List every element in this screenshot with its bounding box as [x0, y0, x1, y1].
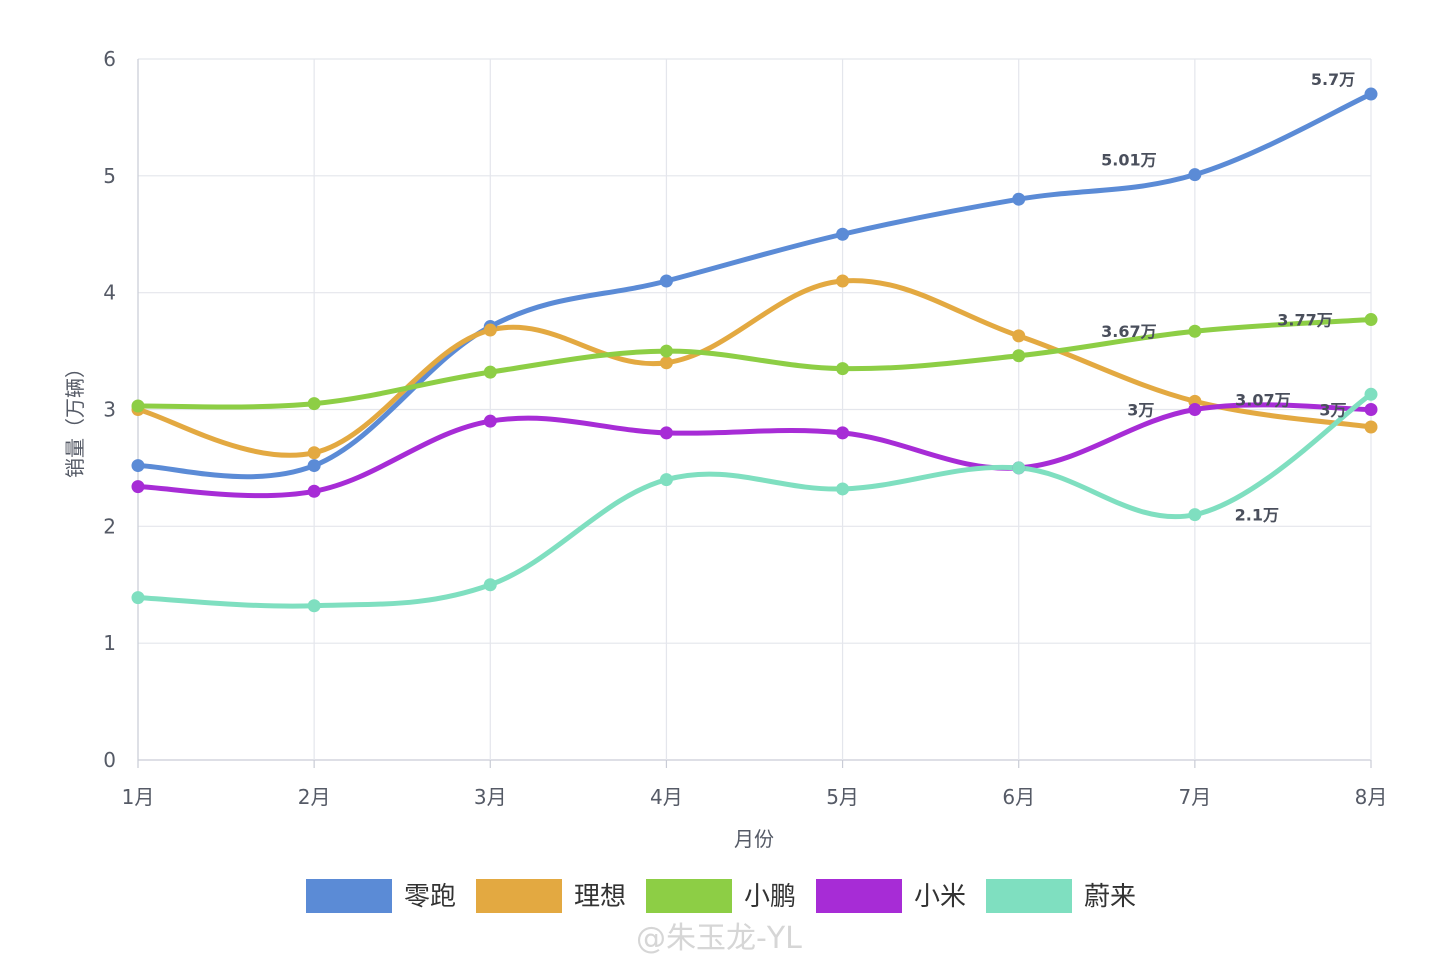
data-point[interactable]: [1188, 508, 1202, 522]
y-tick-label: 1: [103, 631, 116, 655]
x-tick-label: 1月: [122, 785, 155, 809]
legend-label: 小米: [914, 882, 966, 912]
legend[interactable]: 零跑 理想 小鹏 小米 蔚来: [306, 879, 1136, 913]
data-label: 5.7万: [1311, 70, 1355, 89]
legend-item-3[interactable]: 小米: [816, 879, 966, 913]
x-axis-title: 月份: [734, 827, 774, 851]
data-point[interactable]: [1364, 420, 1378, 434]
legend-swatch: [306, 879, 392, 913]
data-point[interactable]: [659, 274, 673, 288]
data-label: 2.1万: [1235, 506, 1279, 525]
series-line-3: [135, 402, 1374, 499]
data-point[interactable]: [836, 362, 850, 376]
x-tick-label: 6月: [1002, 785, 1035, 809]
series-line-4: [135, 391, 1374, 609]
data-point[interactable]: [307, 599, 321, 613]
data-point[interactable]: [307, 446, 321, 460]
data-point[interactable]: [483, 414, 497, 428]
legend-swatch: [476, 879, 562, 913]
data-point[interactable]: [483, 578, 497, 592]
axes: 0 1 2 3 4 5 6 1月 2月 3月 4月 5月 6月 7月 8月: [103, 47, 1387, 809]
data-point[interactable]: [659, 344, 673, 358]
series-line-1: [135, 278, 1374, 458]
y-tick-label: 3: [103, 398, 116, 422]
y-tick-label: 5: [103, 164, 116, 188]
legend-label: 零跑: [404, 882, 456, 912]
y-tick-label: 4: [103, 281, 116, 305]
data-point[interactable]: [131, 399, 145, 413]
data-point[interactable]: [659, 356, 673, 370]
x-tick-label: 4月: [650, 785, 683, 809]
data-point[interactable]: [1012, 349, 1026, 363]
legend-swatch: [816, 879, 902, 913]
data-point[interactable]: [1012, 461, 1026, 475]
y-tick-label: 2: [103, 514, 116, 538]
data-point[interactable]: [659, 426, 673, 440]
data-point[interactable]: [483, 365, 497, 379]
x-tick-label: 8月: [1355, 785, 1388, 809]
data-point[interactable]: [1364, 87, 1378, 101]
data-label: 3.07万: [1235, 390, 1290, 409]
data-point[interactable]: [836, 227, 850, 241]
data-label: 3万: [1127, 401, 1154, 420]
x-tick-label: 2月: [298, 785, 331, 809]
data-point[interactable]: [307, 397, 321, 411]
data-point[interactable]: [1188, 168, 1202, 182]
legend-swatch: [986, 879, 1072, 913]
series-line-2: [135, 317, 1374, 410]
y-tick-label: 0: [103, 748, 116, 772]
legend-item-0[interactable]: 零跑: [306, 879, 456, 913]
data-point[interactable]: [307, 484, 321, 498]
data-label: 5.01万: [1101, 151, 1156, 170]
data-point[interactable]: [659, 473, 673, 487]
watermark-text: @朱玉龙-YL: [636, 921, 802, 956]
legend-item-1[interactable]: 理想: [476, 879, 626, 913]
series-lines: [135, 91, 1374, 609]
data-point[interactable]: [483, 323, 497, 337]
legend-label: 小鹏: [744, 882, 796, 912]
x-tick-label: 7月: [1178, 785, 1211, 809]
data-points: [131, 87, 1378, 613]
legend-item-2[interactable]: 小鹏: [646, 879, 796, 913]
data-labels: 5.7万 5.01万 3.67万 3.77万 3万 3.07万 3万 2.1万: [1101, 70, 1355, 525]
y-tick-label: 6: [103, 47, 116, 71]
data-point[interactable]: [1364, 403, 1378, 416]
series-line-0: [135, 91, 1374, 480]
legend-item-4[interactable]: 蔚来: [986, 879, 1136, 913]
x-tick-label: 3月: [474, 785, 507, 809]
data-point[interactable]: [836, 274, 850, 288]
data-point[interactable]: [1012, 192, 1026, 206]
data-point[interactable]: [1364, 387, 1378, 401]
y-axis-title: 销量（万辆）: [63, 358, 87, 478]
data-point[interactable]: [836, 482, 850, 496]
legend-label: 蔚来: [1084, 882, 1136, 912]
legend-swatch: [646, 879, 732, 913]
data-point[interactable]: [1188, 324, 1202, 338]
data-point[interactable]: [131, 459, 145, 473]
data-point[interactable]: [1188, 403, 1202, 416]
data-label: 3万: [1319, 401, 1346, 420]
data-point[interactable]: [131, 591, 145, 605]
data-label: 3.77万: [1277, 311, 1332, 330]
legend-label: 理想: [574, 882, 626, 912]
data-point[interactable]: [1012, 329, 1026, 343]
data-point[interactable]: [1364, 313, 1378, 327]
data-label: 3.67万: [1101, 322, 1156, 341]
data-point[interactable]: [836, 426, 850, 440]
data-point[interactable]: [307, 459, 321, 473]
x-tick-label: 5月: [826, 785, 859, 809]
data-point[interactable]: [131, 480, 145, 494]
